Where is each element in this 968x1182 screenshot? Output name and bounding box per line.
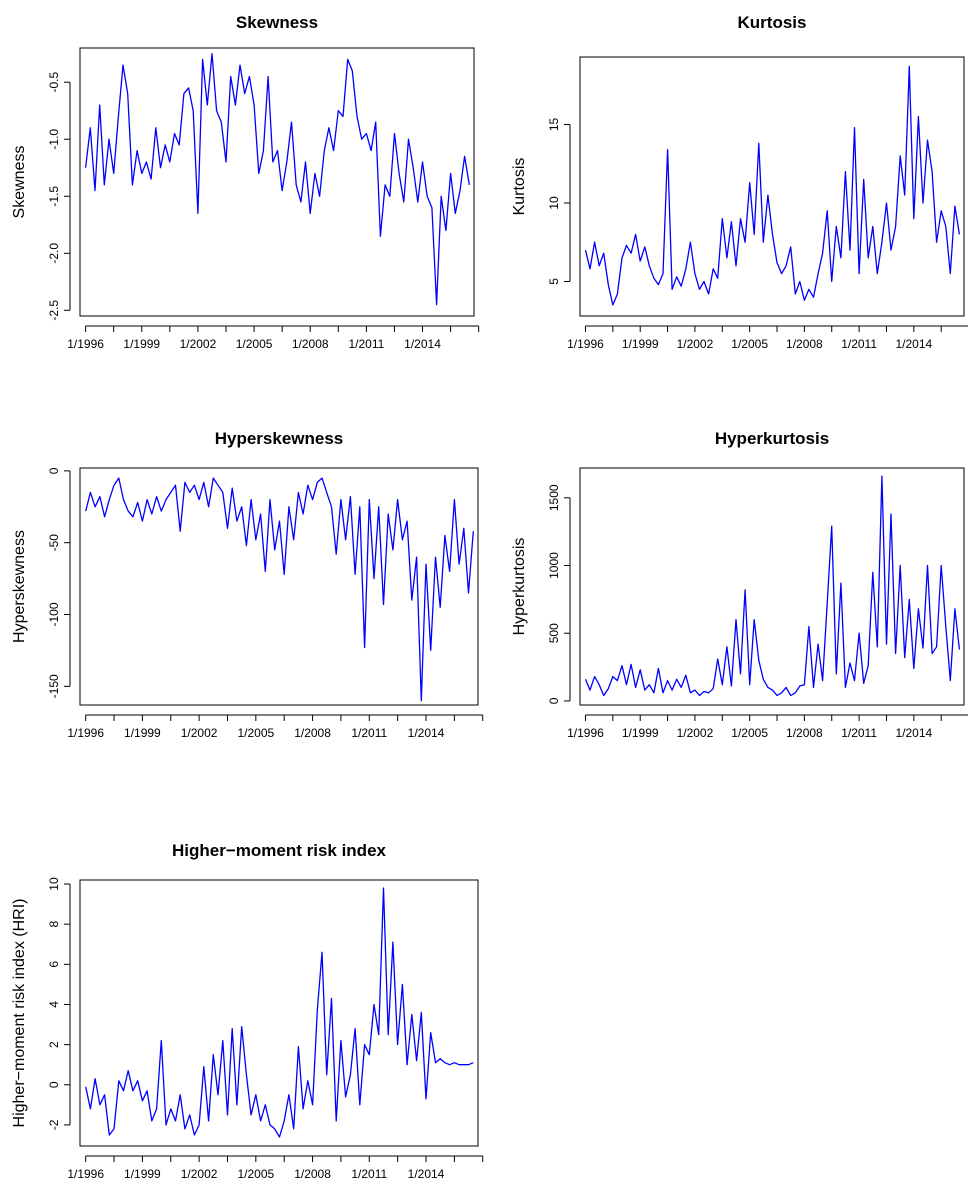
y-tick-label: -1.0 — [47, 129, 61, 150]
x-tick-label: 1/2011 — [348, 337, 384, 351]
x-tick-label: 1/2014 — [895, 337, 932, 351]
x-tick-label: 1/1996 — [67, 337, 104, 351]
chart-title: Hyperkurtosis — [715, 429, 829, 448]
plot-frame — [79, 47, 475, 317]
series-line-1 — [85, 887, 474, 1138]
x-tick-label: 1/2002 — [180, 337, 217, 351]
y-tick-label: -2.5 — [47, 300, 61, 321]
x-tick-label: 1/2011 — [841, 726, 877, 740]
chart-panel-1: Skewness Skewness -0.5 -1.0 -1.5 -2.0 -2.5 1/19… — [11, 13, 480, 351]
y-tick-label: 15 — [547, 118, 561, 132]
x-tick-label: 1/1996 — [567, 726, 604, 740]
y-axis-label: Hyperskewness — [11, 530, 28, 643]
x-tick-label: 1/1996 — [567, 337, 604, 351]
y-tick-label: 0 — [547, 697, 561, 704]
y-tick-label: -1.5 — [47, 186, 61, 207]
chart-panel-3: Hyperskewness Hyperskewness 0 -50 -100 -150 1/… — [11, 429, 484, 740]
y-tick-label: 0 — [47, 1081, 61, 1088]
x-tick-label: 1/2005 — [731, 726, 768, 740]
series-line-1 — [85, 477, 474, 702]
plot-frame — [79, 879, 479, 1147]
x-tick-label: 1/1996 — [67, 1167, 104, 1181]
y-tick-label: 8 — [47, 921, 61, 928]
plot-frame — [79, 467, 479, 706]
series-line-1 — [584, 475, 961, 697]
chart-panel-2: Kurtosis Kurtosis 5 10 15 1/1996 1/1999 1/2002 1… — [511, 13, 968, 351]
x-tick-label: 1/2008 — [292, 337, 329, 351]
x-tick-label: 1/2014 — [408, 1167, 445, 1181]
x-tick-label: 1/2002 — [181, 726, 218, 740]
x-tick-label: 1/2011 — [351, 726, 387, 740]
y-tick-label: -2.0 — [47, 243, 61, 264]
y-tick-label: -150 — [47, 674, 61, 698]
y-tick-label: 1500 — [547, 484, 561, 511]
x-tick-label: 1/2005 — [236, 337, 273, 351]
x-tick-label: 1/2011 — [841, 337, 877, 351]
x-tick-label: 1/2008 — [294, 726, 331, 740]
x-tick-label: 1/2005 — [731, 337, 768, 351]
x-tick-label: 1/2014 — [408, 726, 445, 740]
y-tick-label: 2 — [47, 1041, 61, 1048]
x-tick-label: 1/1999 — [622, 337, 659, 351]
y-tick-label: -2 — [47, 1119, 61, 1130]
y-tick-label: 4 — [47, 1001, 61, 1008]
x-tick-label: 1/1999 — [123, 337, 160, 351]
x-tick-label: 1/1996 — [67, 726, 104, 740]
y-tick-label: 5 — [547, 278, 561, 285]
y-tick-label: 1000 — [547, 552, 561, 579]
x-tick-label: 1/2008 — [786, 726, 823, 740]
y-tick-label: 500 — [547, 623, 561, 643]
x-tick-label: 1/2002 — [181, 1167, 218, 1181]
x-tick-label: 1/2014 — [404, 337, 441, 351]
y-axis-label: Hyperkurtosis — [511, 538, 528, 636]
x-tick-label: 1/2008 — [294, 1167, 331, 1181]
x-tick-label: 1/2014 — [895, 726, 932, 740]
x-tick-label: 1/2008 — [786, 337, 823, 351]
chart-title: Hyperskewness — [215, 429, 344, 448]
x-tick-label: 1/2002 — [677, 726, 714, 740]
x-tick-label: 1/2005 — [237, 726, 274, 740]
series-line-1 — [84, 53, 470, 306]
x-tick-label: 1/2005 — [237, 1167, 274, 1181]
chart-title: Kurtosis — [738, 13, 807, 32]
plot-frame — [579, 56, 965, 317]
y-tick-label: 0 — [47, 467, 61, 474]
x-tick-label: 1/2011 — [351, 1167, 387, 1181]
x-tick-label: 1/1999 — [622, 726, 659, 740]
chart-panel-4: Hyperkurtosis Hyperkurtosis 0 500 1000 1500 1/… — [511, 429, 968, 740]
x-tick-label: 1/1999 — [124, 1167, 161, 1181]
y-tick-label: 10 — [547, 196, 561, 210]
y-tick-label: -100 — [47, 602, 61, 626]
y-axis-label: Skewness — [11, 146, 28, 219]
y-tick-label: 6 — [47, 961, 61, 968]
chart-panel-5: Higher−moment risk index Higher−moment ri… — [11, 841, 484, 1181]
y-tick-label: 10 — [47, 877, 61, 891]
series-line-1 — [584, 65, 961, 306]
x-tick-label: 1/2002 — [677, 337, 714, 351]
y-axis-label: Higher−moment risk index (HRI) — [11, 899, 28, 1128]
y-axis-label: Kurtosis — [511, 158, 528, 216]
plot-frame — [579, 467, 965, 706]
x-tick-label: 1/1999 — [124, 726, 161, 740]
chart-title: Higher−moment risk index — [172, 841, 387, 860]
y-tick-label: -0.5 — [47, 72, 61, 93]
chart-title: Skewness — [236, 13, 318, 32]
y-tick-label: -50 — [47, 534, 61, 552]
